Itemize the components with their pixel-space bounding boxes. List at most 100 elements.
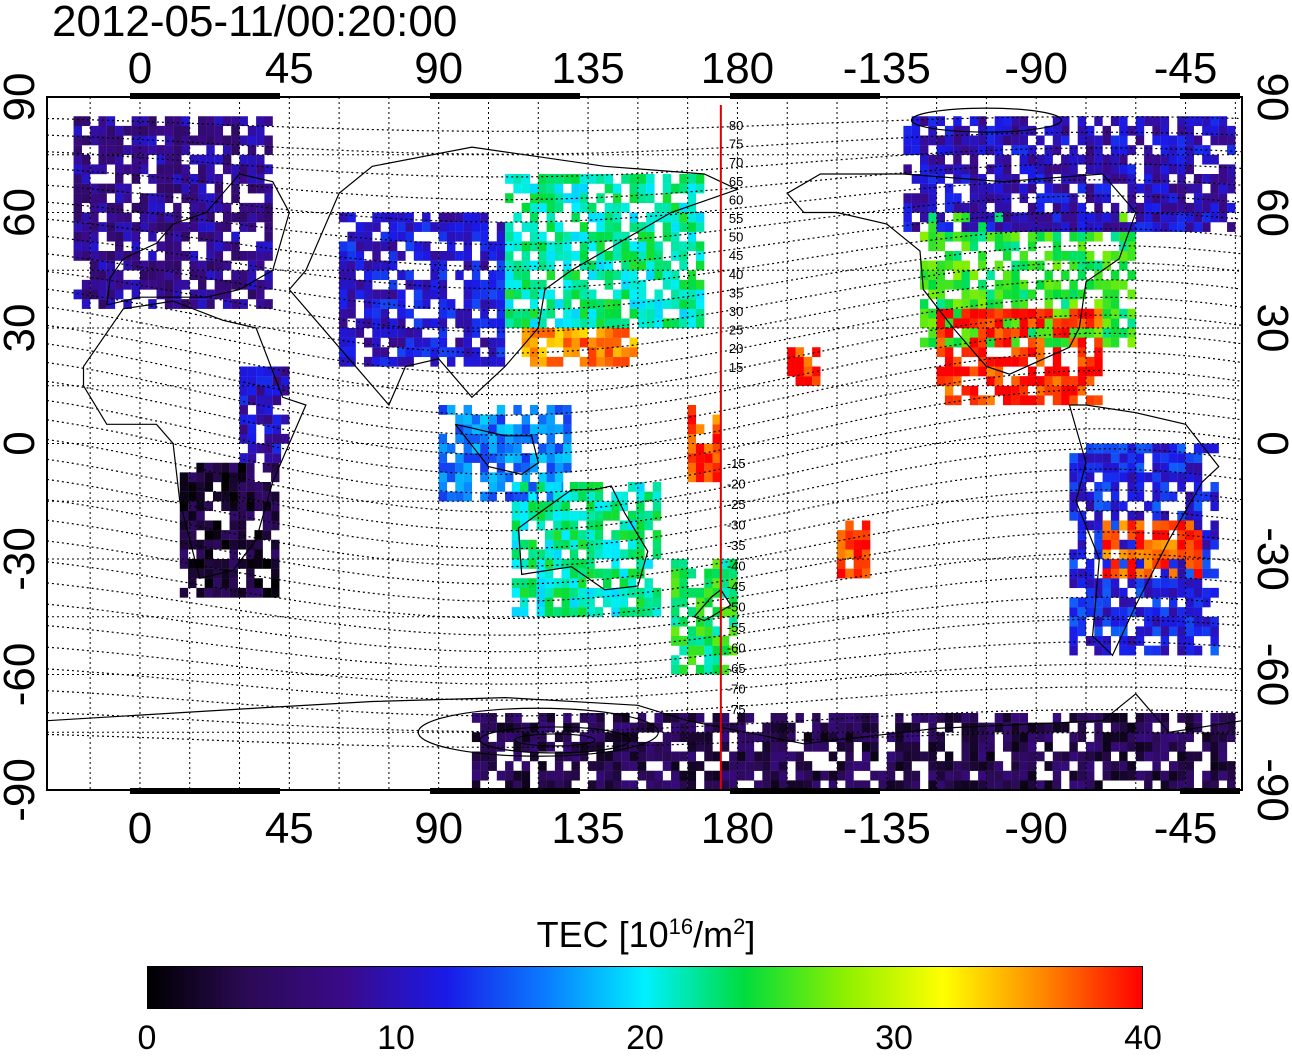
- tec-cell: [646, 222, 655, 232]
- tec-cell: [795, 751, 804, 762]
- tec-cell: [1019, 299, 1028, 309]
- frame-bar-top: [430, 93, 580, 99]
- tec-cell: [1227, 135, 1236, 146]
- tec-cell: [1185, 164, 1194, 175]
- colorbar: [147, 966, 1143, 1009]
- tec-cell: [511, 559, 521, 569]
- tec-cell: [1127, 520, 1136, 531]
- tec-cell: [115, 164, 124, 175]
- tec-cell: [1202, 212, 1211, 223]
- tec-cell: [687, 770, 697, 781]
- tec-cell: [687, 202, 697, 213]
- tec-cell: [861, 713, 871, 723]
- tec-cell: [612, 761, 622, 771]
- tec-cell: [994, 318, 1004, 329]
- tec-cell: [1135, 713, 1145, 723]
- tec-cell: [861, 568, 871, 579]
- tec-cell: [139, 154, 149, 165]
- tec-cell: [953, 154, 962, 165]
- tec-cell: [994, 356, 1004, 367]
- tec-cell: [1210, 741, 1219, 752]
- tec-cell: [81, 212, 91, 223]
- tec-cell: [754, 780, 763, 791]
- tec-cell: [521, 328, 531, 338]
- tec-cell: [1003, 732, 1012, 743]
- lon-label-top: -90: [1004, 44, 1068, 93]
- tec-cell: [1218, 174, 1228, 184]
- tec-cell: [652, 539, 662, 550]
- tec-cell: [978, 231, 987, 242]
- tec-cell: [480, 356, 489, 367]
- tec-cell: [1085, 501, 1095, 512]
- contour-label: -50: [727, 600, 746, 615]
- lon-label-bottom: 0: [128, 804, 152, 853]
- tec-cell: [812, 770, 821, 781]
- tec-cell: [1061, 289, 1070, 300]
- tec-cell: [204, 501, 214, 512]
- tec-cell: [1061, 318, 1070, 329]
- tec-cell: [586, 607, 595, 617]
- tec-cell: [679, 616, 688, 627]
- tec-cell: [372, 260, 381, 271]
- colorbar-tick-10: 10: [377, 1019, 415, 1057]
- tec-cell: [936, 212, 946, 223]
- contour-line: [46, 211, 1243, 268]
- tec-cell: [212, 559, 222, 569]
- tec-cell: [496, 318, 506, 329]
- tec-cell: [271, 568, 280, 579]
- tec-cell: [1069, 164, 1078, 175]
- tec-cell: [579, 751, 589, 762]
- tec-cell: [413, 289, 423, 300]
- tec-cell: [471, 212, 481, 223]
- tec-cell: [546, 222, 555, 232]
- tec-cell: [1168, 780, 1178, 791]
- tec-cell: [612, 722, 622, 733]
- tec-cell: [1119, 587, 1128, 598]
- tec-cell: [246, 587, 255, 598]
- tec-cell: [1102, 183, 1111, 194]
- tec-cell: [355, 222, 365, 232]
- tec-cell: [928, 308, 937, 319]
- tec-cell: [604, 318, 614, 329]
- tec-cell: [405, 328, 414, 338]
- tec-cell: [612, 318, 622, 329]
- tec-cell: [511, 520, 521, 531]
- tec-cell: [795, 376, 804, 386]
- tec-cell: [936, 289, 946, 300]
- tec-cell: [762, 780, 771, 791]
- tec-cell: [430, 222, 439, 232]
- tec-cell: [380, 347, 390, 358]
- tec-cell: [604, 231, 614, 242]
- tec-cell: [1052, 260, 1062, 271]
- contour-label: -60: [727, 641, 746, 656]
- tec-cell: [237, 472, 247, 483]
- tec-cell: [1027, 328, 1037, 338]
- tec-cell: [355, 231, 365, 242]
- tec-cell: [256, 154, 265, 165]
- tec-cell: [229, 568, 238, 579]
- tec-cell: [712, 443, 721, 454]
- tec-cell: [1052, 780, 1062, 791]
- tec-cell: [529, 741, 539, 752]
- tec-cell: [546, 453, 555, 463]
- lat-label-right: 30: [1248, 304, 1292, 353]
- tec-cell: [229, 510, 238, 521]
- tec-cell: [1110, 510, 1120, 521]
- tec-cell: [1019, 385, 1028, 396]
- tec-cell: [596, 212, 605, 223]
- tec-cell: [994, 125, 1004, 136]
- tec-cell: [604, 347, 614, 358]
- tec-cell: [986, 751, 995, 762]
- tec-cell: [529, 279, 539, 290]
- tec-cell: [198, 174, 207, 184]
- tec-cell: [928, 202, 937, 213]
- tec-cell: [471, 414, 481, 425]
- tec-cell: [206, 164, 215, 175]
- tec-cell: [554, 443, 564, 454]
- tec-cell: [131, 251, 141, 261]
- lon-label-top: 0: [128, 44, 152, 93]
- tec-cell: [787, 751, 796, 762]
- tec-cell: [704, 664, 713, 675]
- tec-cell: [1127, 308, 1136, 319]
- tec-cell: [1069, 751, 1078, 762]
